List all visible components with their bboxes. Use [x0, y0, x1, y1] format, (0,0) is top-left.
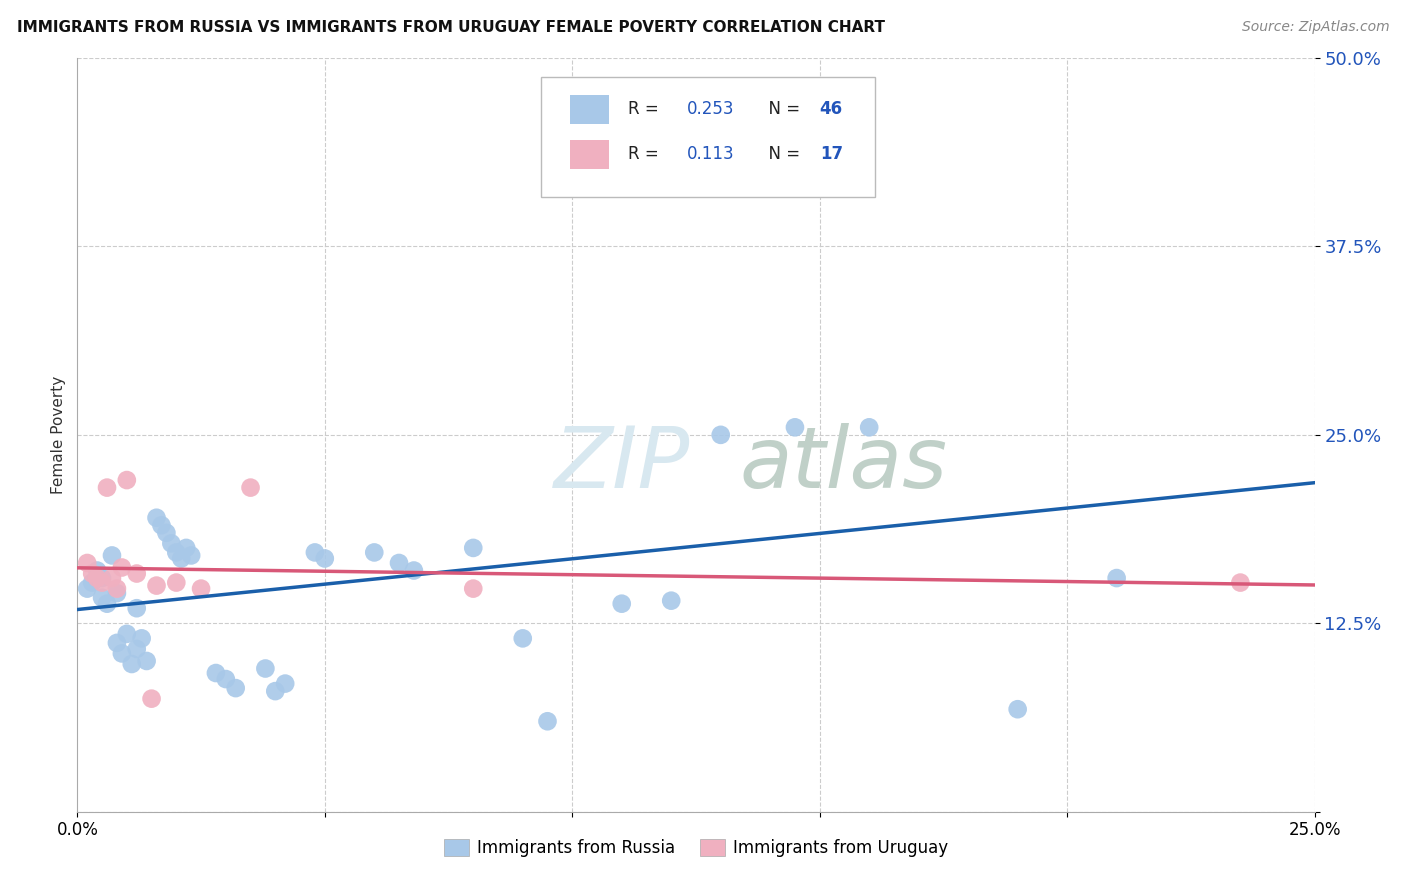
Text: Source: ZipAtlas.com: Source: ZipAtlas.com	[1241, 20, 1389, 34]
Text: R =: R =	[628, 145, 669, 163]
Point	[685, 171, 707, 186]
Point	[160, 536, 183, 550]
Point	[135, 654, 157, 668]
Point	[205, 666, 228, 681]
Point	[783, 420, 806, 434]
Point	[105, 582, 128, 596]
Point	[76, 556, 98, 570]
Point	[96, 481, 118, 495]
Point	[111, 560, 134, 574]
Text: 0.113: 0.113	[688, 145, 735, 163]
Point	[388, 556, 411, 570]
Point	[131, 632, 153, 646]
Point	[125, 641, 148, 656]
Point	[82, 566, 104, 581]
Point	[105, 586, 128, 600]
Point	[125, 566, 148, 581]
Bar	[569, 140, 609, 169]
Point	[659, 593, 682, 607]
Point	[402, 564, 425, 578]
Text: atlas: atlas	[740, 424, 948, 507]
Point	[145, 510, 167, 524]
Point	[165, 575, 187, 590]
Point	[170, 551, 193, 566]
Point	[101, 571, 124, 585]
Point	[190, 582, 212, 596]
Point	[121, 657, 143, 671]
Point	[314, 551, 336, 566]
Point	[1007, 702, 1029, 716]
Point	[125, 601, 148, 615]
Point	[91, 575, 114, 590]
Text: IMMIGRANTS FROM RUSSIA VS IMMIGRANTS FROM URUGUAY FEMALE POVERTY CORRELATION CHA: IMMIGRANTS FROM RUSSIA VS IMMIGRANTS FRO…	[17, 20, 884, 35]
Bar	[569, 95, 609, 124]
Point	[610, 597, 633, 611]
Point	[91, 571, 114, 585]
Point	[76, 582, 98, 596]
Point	[225, 681, 247, 695]
Point	[105, 636, 128, 650]
Point	[86, 571, 108, 585]
Point	[1229, 575, 1251, 590]
Point	[115, 627, 138, 641]
Point	[463, 582, 485, 596]
Point	[96, 597, 118, 611]
Legend: Immigrants from Russia, Immigrants from Uruguay: Immigrants from Russia, Immigrants from …	[437, 832, 955, 863]
Point	[536, 714, 558, 729]
Text: 17: 17	[820, 145, 842, 163]
Point	[858, 420, 880, 434]
Text: N =: N =	[758, 145, 806, 163]
Point	[150, 518, 173, 533]
Point	[145, 578, 167, 592]
Point	[463, 541, 485, 555]
Point	[512, 632, 534, 646]
Point	[91, 591, 114, 605]
Point	[274, 676, 297, 690]
Point	[165, 545, 187, 559]
Point	[86, 564, 108, 578]
Point	[101, 549, 124, 563]
Point	[264, 684, 287, 698]
Point	[174, 541, 197, 555]
Y-axis label: Female Poverty: Female Poverty	[51, 376, 66, 494]
Point	[239, 481, 262, 495]
Point	[115, 473, 138, 487]
Point	[111, 647, 134, 661]
Point	[304, 545, 326, 559]
Point	[180, 549, 202, 563]
Point	[215, 672, 238, 686]
Point	[254, 661, 277, 675]
FancyBboxPatch shape	[541, 77, 876, 197]
Point	[1105, 571, 1128, 585]
Text: 46: 46	[820, 100, 842, 119]
Point	[710, 427, 733, 442]
Text: R =: R =	[628, 100, 664, 119]
Point	[155, 525, 177, 540]
Text: N =: N =	[758, 100, 806, 119]
Text: 0.253: 0.253	[688, 100, 735, 119]
Point	[82, 575, 104, 590]
Text: ZIP: ZIP	[554, 424, 690, 507]
Point	[141, 691, 163, 706]
Point	[363, 545, 385, 559]
